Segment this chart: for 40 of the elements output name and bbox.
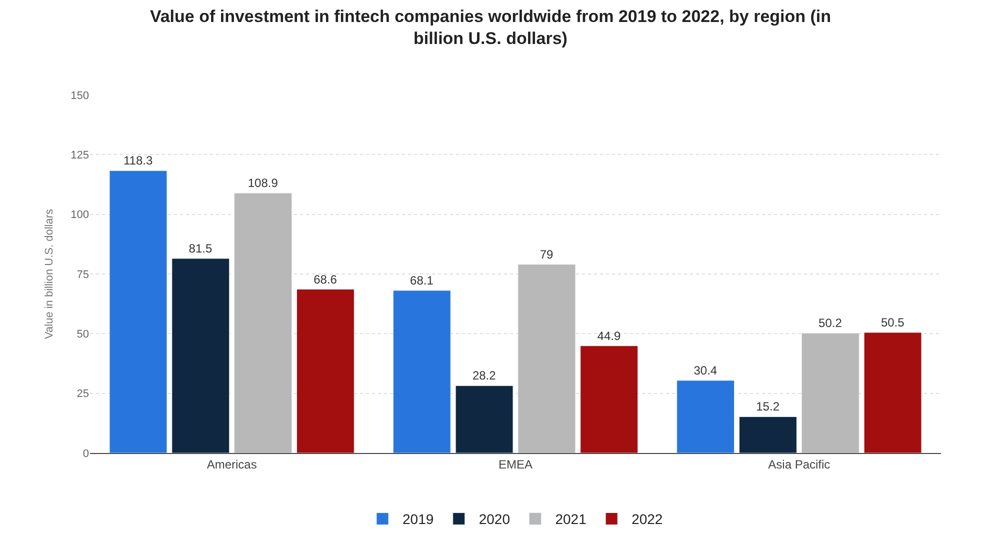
data-label: 108.9	[248, 176, 278, 190]
bar	[518, 264, 576, 453]
data-label: 68.6	[314, 272, 338, 286]
bar	[580, 346, 638, 453]
data-label: 79	[540, 247, 554, 262]
y-tick-label: 75	[76, 268, 89, 281]
y-tick-label: 100	[70, 209, 89, 222]
legend-label: 2021	[555, 511, 587, 528]
y-tick-label: 50	[76, 328, 89, 341]
data-label: 81.5	[188, 241, 212, 256]
x-tick-label: EMEA	[498, 457, 533, 472]
data-label: 28.2	[472, 368, 496, 383]
y-tick-label: 150	[70, 90, 89, 102]
x-tick-label: Asia Pacific	[768, 457, 830, 472]
bar	[392, 290, 451, 453]
bar	[234, 192, 292, 453]
y-axis-title: Value in billion U.S. dollars	[43, 208, 56, 340]
data-label: 44.9	[597, 328, 621, 343]
legend-label: 2019	[402, 511, 434, 528]
y-tick-label: 0	[82, 448, 89, 460]
bar	[739, 416, 797, 453]
data-label: 50.2	[818, 316, 842, 330]
y-tick-label: 125	[70, 150, 89, 162]
chart-title: Value of investment in fintech companies worldwide from 2019 to 2022, by region (in billion U.S. dollars)	[150, 6, 832, 48]
bar	[455, 385, 514, 453]
bar	[172, 258, 230, 453]
y-tick-label: 25	[76, 388, 89, 400]
bar	[109, 170, 168, 453]
data-label: 50.5	[880, 315, 905, 330]
bar	[296, 289, 354, 453]
legend-label: 2020	[478, 511, 510, 528]
data-label: 30.4	[694, 363, 718, 378]
data-label: 68.1	[410, 273, 434, 288]
data-label: 15.2	[756, 400, 780, 414]
bar	[676, 380, 735, 453]
bar	[864, 332, 922, 453]
legend-label: 2022	[632, 511, 663, 528]
x-tick-label: Americas	[206, 457, 257, 472]
bar	[801, 332, 860, 453]
data-label: 118.3	[123, 154, 153, 168]
